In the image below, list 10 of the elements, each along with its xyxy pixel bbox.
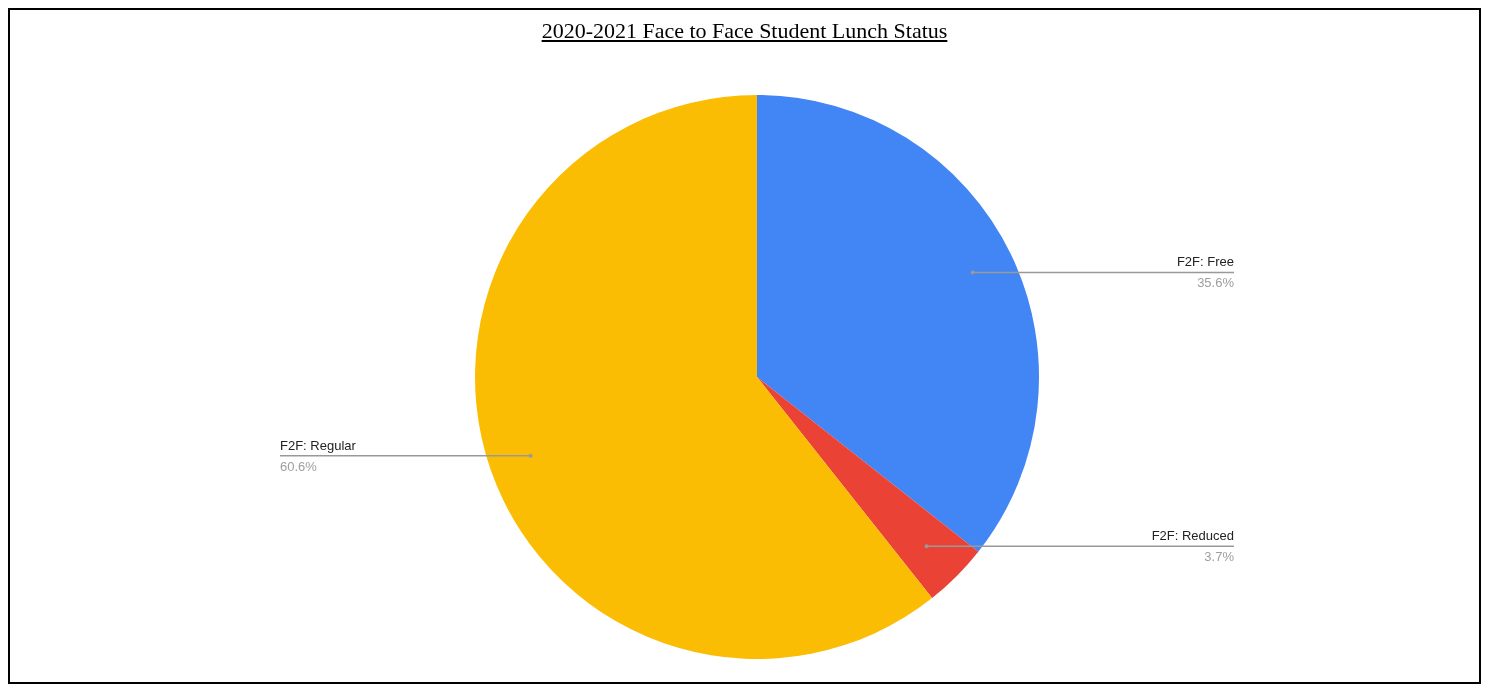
- slice-label: F2F: Regular: [280, 437, 357, 453]
- slice-label: F2F: Free: [1176, 254, 1234, 270]
- chart-title: 2020-2021 Face to Face Student Lunch Status: [540, 18, 949, 44]
- data-label: 35.6%: [1197, 275, 1235, 291]
- data-label: 60.6%: [280, 458, 318, 474]
- slice-label: F2F: Reduced: [1151, 528, 1234, 544]
- pie-slice: [757, 377, 979, 599]
- pie-slice: [757, 95, 1039, 552]
- pie-slice: [475, 95, 933, 659]
- data-label: 3.7%: [1204, 549, 1235, 565]
